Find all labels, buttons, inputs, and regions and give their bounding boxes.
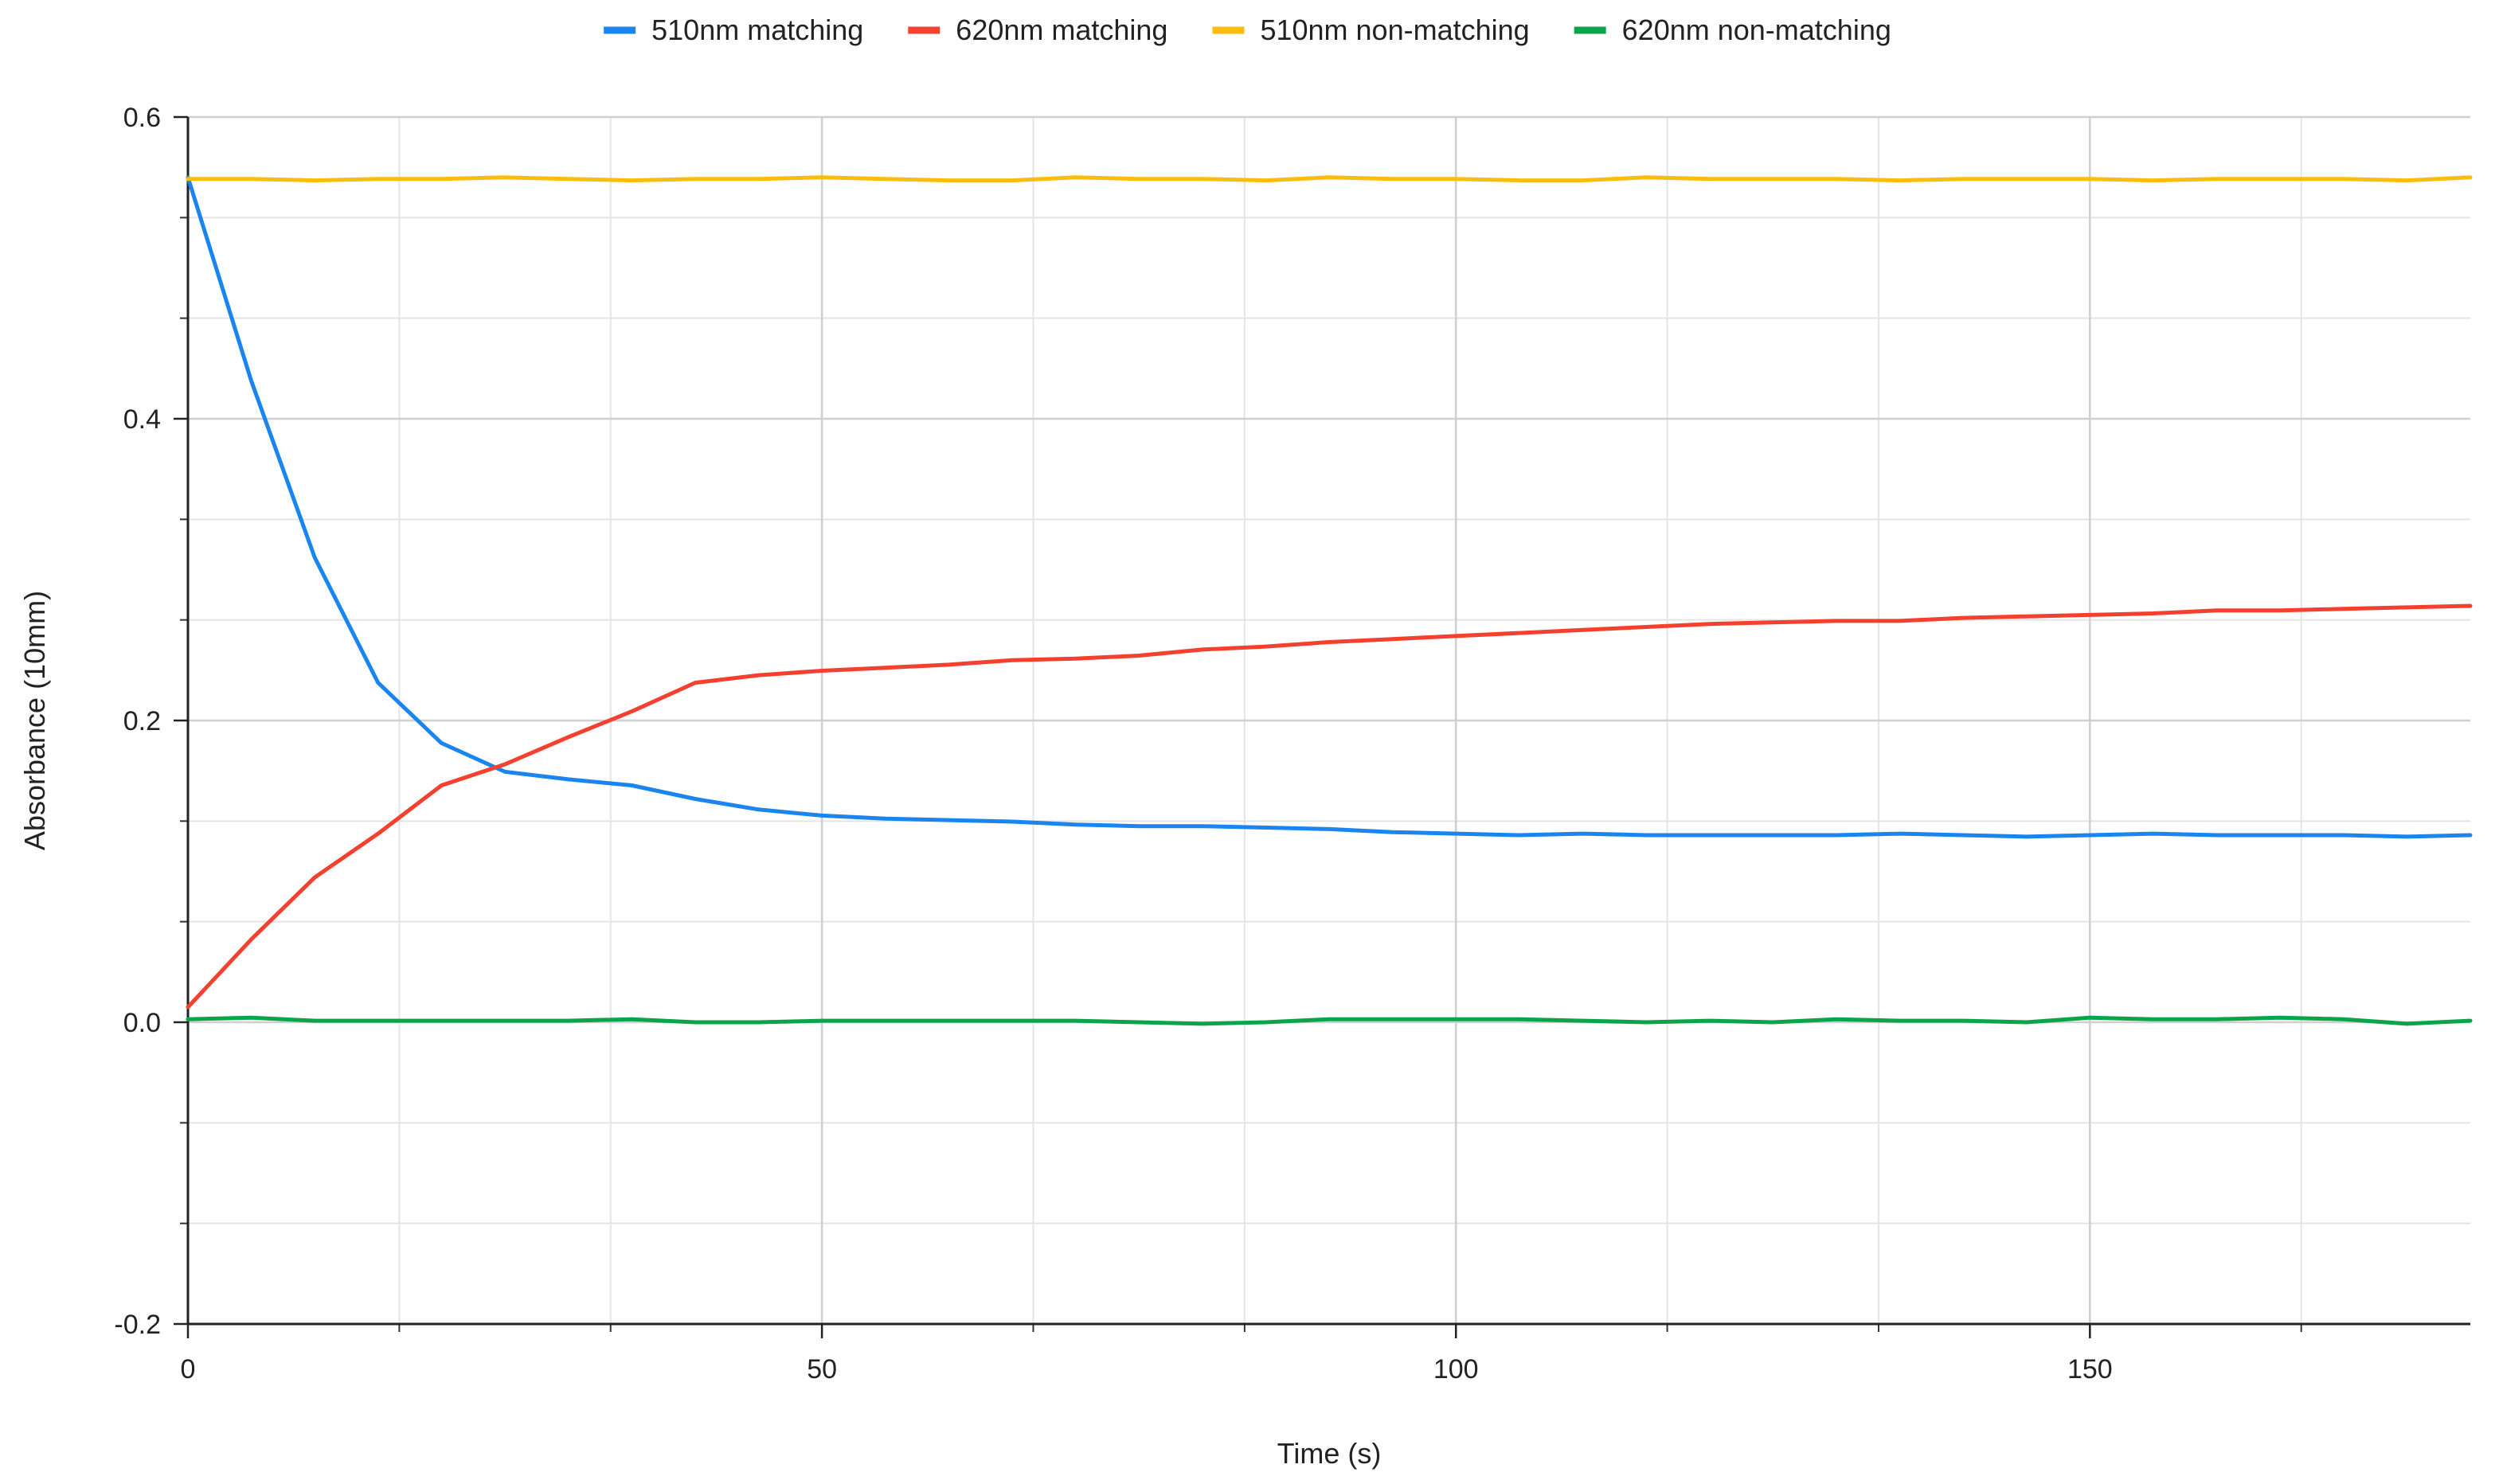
legend-item-510nm-non-matching[interactable]: 510nm non-matching bbox=[1212, 14, 1530, 46]
axis-layer: 0 50 100 150 -0.2 0.0 0.2 0.4 0.6 bbox=[114, 103, 2470, 1384]
y-axis-title: Absorbance (10mm) bbox=[18, 591, 51, 850]
legend-swatch bbox=[1574, 26, 1606, 34]
legend-item-620nm-matching[interactable]: 620nm matching bbox=[908, 14, 1167, 46]
x-axis-title: Time (s) bbox=[1277, 1437, 1382, 1470]
legend-label: 620nm matching bbox=[956, 14, 1167, 46]
legend-swatch bbox=[1212, 26, 1245, 34]
series-line-510nm-non-matching bbox=[186, 175, 2473, 183]
legend-swatch bbox=[604, 26, 636, 34]
y-tick-label: 0.0 bbox=[123, 1008, 161, 1038]
legend: 510nm matching 620nm matching 510nm non-ma… bbox=[604, 14, 1891, 46]
legend-swatch bbox=[908, 26, 941, 34]
series-layer bbox=[186, 175, 2473, 1026]
x-tick-label: 0 bbox=[181, 1354, 196, 1384]
legend-item-620nm-non-matching[interactable]: 620nm non-matching bbox=[1574, 14, 1891, 46]
legend-label: 510nm matching bbox=[651, 14, 863, 46]
grid-layer bbox=[188, 115, 2470, 1324]
y-tick-label: -0.2 bbox=[114, 1310, 161, 1340]
y-tick-label: 0.2 bbox=[123, 706, 161, 736]
series-line-620nm-matching bbox=[186, 603, 2473, 1010]
y-tick-label: 0.4 bbox=[123, 404, 161, 435]
series-line-510nm-matching bbox=[186, 175, 2473, 839]
x-tick-label: 50 bbox=[807, 1354, 837, 1384]
y-tick-label: 0.6 bbox=[123, 103, 161, 133]
x-tick-label: 100 bbox=[1433, 1354, 1479, 1384]
series-line-620nm-non-matching bbox=[186, 1015, 2473, 1026]
legend-item-510nm-matching[interactable]: 510nm matching bbox=[604, 14, 863, 46]
x-tick-label: 150 bbox=[2067, 1354, 2113, 1384]
legend-label: 510nm non-matching bbox=[1260, 14, 1529, 46]
legend-label: 620nm non-matching bbox=[1622, 14, 1891, 46]
